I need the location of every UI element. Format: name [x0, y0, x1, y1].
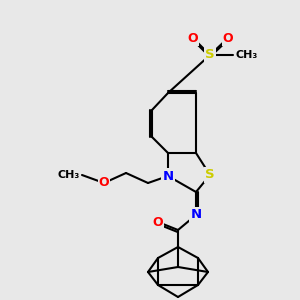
Text: N: N [190, 208, 202, 221]
Text: N: N [162, 169, 174, 182]
Text: O: O [153, 215, 163, 229]
Text: S: S [205, 169, 215, 182]
Text: CH₃: CH₃ [235, 50, 257, 60]
Text: S: S [205, 49, 215, 62]
Text: CH₃: CH₃ [58, 170, 80, 180]
Text: O: O [188, 32, 198, 44]
Text: O: O [99, 176, 109, 190]
Text: O: O [223, 32, 233, 44]
